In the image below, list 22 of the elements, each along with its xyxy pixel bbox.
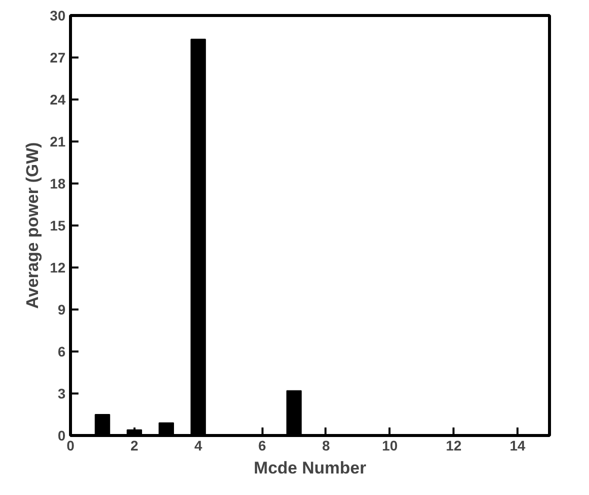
y-tick-label: 9 (58, 302, 66, 318)
y-tick-label: 3 (58, 386, 66, 402)
bar (94, 414, 110, 436)
y-tick-label: 12 (50, 260, 66, 276)
y-tick-label: 6 (58, 344, 66, 360)
x-tick-label: 8 (322, 438, 330, 454)
x-tick-label: 12 (446, 438, 462, 454)
x-tick-label: 10 (382, 438, 398, 454)
y-tick-label: 15 (50, 218, 66, 234)
y-tick-label: 27 (50, 50, 66, 66)
x-tick-label: 4 (194, 438, 202, 454)
y-tick-label: 21 (50, 134, 66, 150)
x-tick-label: 2 (130, 438, 138, 454)
y-tick-label: 30 (50, 8, 66, 24)
x-tick-label: 6 (258, 438, 266, 454)
x-tick-label: 14 (510, 438, 526, 454)
y-tick-label: 0 (58, 428, 66, 444)
y-tick-label: 24 (50, 92, 66, 108)
y-tick-label: 18 (50, 176, 66, 192)
y-axis-title: Average power (GW) (22, 142, 42, 309)
bar (286, 390, 302, 436)
x-axis-title: Mcde Number (254, 458, 367, 478)
